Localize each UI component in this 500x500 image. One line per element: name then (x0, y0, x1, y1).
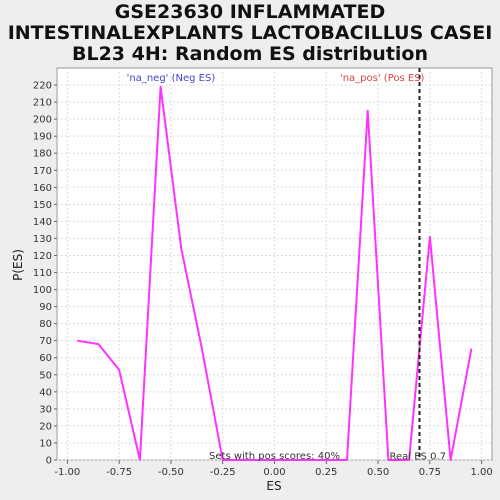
y-tick-label: 140 (33, 217, 52, 228)
data-point (76, 339, 79, 342)
y-tick-label: 20 (39, 421, 52, 432)
data-point (284, 459, 286, 461)
y-tick-label: 210 (33, 98, 52, 109)
y-tick-label: 110 (33, 268, 52, 279)
y-tick-label: 100 (33, 285, 52, 296)
data-point (304, 459, 307, 461)
x-tick-label: 0.00 (263, 467, 285, 478)
y-tick-label: 90 (39, 302, 52, 313)
data-point (429, 235, 431, 238)
y-tick-label: 150 (33, 200, 52, 211)
chart-title-line-2: INTESTINALEXPLANTS LACTOBACILLUS CASEI (7, 22, 493, 44)
x-tick-label: -0.25 (210, 467, 236, 478)
data-point (139, 459, 141, 461)
annotations: 'na_neg' (Neg ES) 'na_pos' (Pos ES) Sets w… (127, 68, 446, 463)
real-es-label: Real ES 0.7 (390, 452, 446, 463)
x-axis-label: ES (266, 479, 281, 493)
data-point (366, 109, 369, 112)
y-tick-label: 130 (33, 234, 52, 245)
data-point (263, 459, 265, 461)
y-tick-label: 160 (33, 183, 52, 194)
x-tick-label: -0.75 (106, 467, 132, 478)
data-point (221, 459, 224, 461)
data-point (180, 247, 183, 250)
x-tick-label: -0.50 (158, 467, 184, 478)
y-tick-label: 120 (33, 251, 52, 262)
chart-title-line-3: BL23 4H: Random ES distribution (72, 43, 428, 65)
data-point (159, 85, 162, 88)
y-tick-label: 170 (33, 166, 52, 177)
data-point (346, 459, 348, 461)
neg-es-label: 'na_neg' (Neg ES) (127, 73, 216, 84)
chart-title: GSE23630 INFLAMMATED INTESTINALEXPLANTS … (0, 2, 500, 65)
series-line (77, 85, 473, 461)
y-tick-label: 30 (39, 404, 52, 415)
y-tick-label: 60 (39, 353, 52, 364)
x-tick-label: 1.00 (471, 467, 493, 478)
data-point (470, 348, 473, 351)
x-tick-label: 0.25 (315, 467, 337, 478)
chart-title-line-1: GSE23630 INFLAMMATED (114, 1, 386, 23)
data-point (201, 348, 203, 351)
y-tick-label: 200 (33, 115, 52, 126)
y-tick-label: 180 (33, 149, 52, 160)
x-tick-label: -1.00 (54, 467, 80, 478)
data-point (118, 368, 120, 371)
series-group (76, 85, 473, 461)
data-point (242, 459, 245, 461)
y-tick-label: 80 (39, 319, 52, 330)
data-point (408, 459, 410, 461)
data-point (325, 459, 328, 461)
x-tick-label: 0.50 (367, 467, 389, 478)
y-tick-label: 190 (33, 132, 52, 143)
x-tick-label: 0.75 (419, 467, 441, 478)
y-axis-label: P(ES) (11, 249, 25, 281)
y-tick-label: 10 (39, 438, 52, 449)
axes: 0 10 20 30 40 50 60 70 80 90 100 110 120 130 140 150 160… (33, 81, 493, 478)
y-tick-label: 0 (46, 456, 52, 467)
y-tick-label: 50 (39, 370, 52, 381)
y-tick-label: 70 (39, 336, 52, 347)
data-point (387, 459, 390, 461)
gridlines (57, 68, 492, 461)
data-point (449, 459, 452, 461)
pos-es-label: 'na_pos' (Pos ES) (340, 73, 425, 84)
y-tick-label: 40 (39, 387, 52, 398)
data-point (97, 343, 100, 345)
y-tick-label: 220 (33, 81, 52, 92)
pos-scores-label: Sets with pos scores: 40% (209, 451, 340, 462)
